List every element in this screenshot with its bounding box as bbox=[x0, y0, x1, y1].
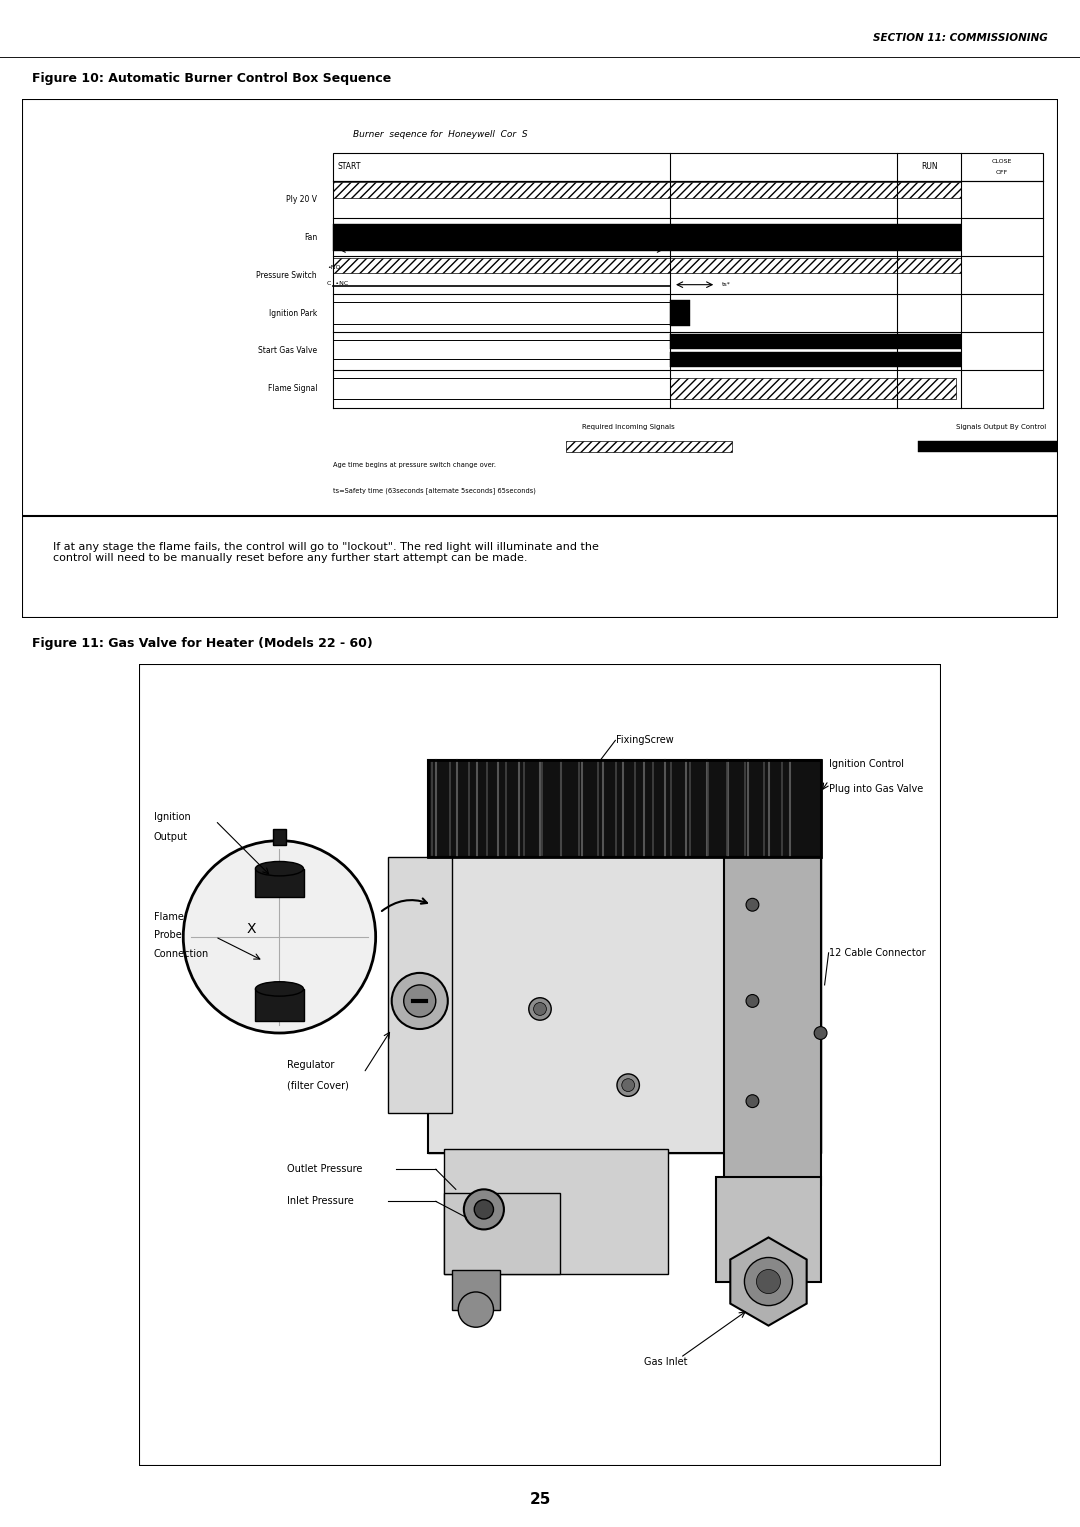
Circle shape bbox=[474, 1200, 494, 1219]
Text: Start Gas Valve: Start Gas Valve bbox=[258, 347, 318, 356]
Bar bbox=[388, 857, 451, 1113]
Text: START: START bbox=[338, 162, 362, 171]
Text: If at any stage the flame fails, the control will go to "lockout". The red light: If at any stage the flame fails, the con… bbox=[53, 542, 598, 563]
Text: 25: 25 bbox=[529, 1492, 551, 1507]
Text: CLOSE: CLOSE bbox=[991, 159, 1012, 163]
Circle shape bbox=[744, 1258, 793, 1306]
Bar bbox=[451, 1269, 500, 1310]
Circle shape bbox=[617, 1073, 639, 1096]
Bar bbox=[444, 1194, 561, 1274]
Text: Plug into Gas Valve: Plug into Gas Valve bbox=[828, 783, 922, 794]
Circle shape bbox=[756, 1269, 781, 1293]
Circle shape bbox=[458, 1292, 494, 1327]
Bar bbox=[725, 857, 821, 1185]
Text: C  •NC: C •NC bbox=[327, 281, 349, 286]
Text: FixingScrew: FixingScrew bbox=[617, 736, 674, 745]
Text: Burner  seqence for  Honeywell  Cor  S: Burner seqence for Honeywell Cor S bbox=[353, 130, 528, 139]
Text: Flame: Flame bbox=[153, 912, 184, 922]
Text: Figure 10: Automatic Burner Control Box Sequence: Figure 10: Automatic Burner Control Box … bbox=[32, 72, 391, 86]
Text: Gas Inlet: Gas Inlet bbox=[644, 1356, 688, 1367]
Bar bbox=[255, 989, 303, 1022]
Bar bbox=[716, 1177, 821, 1281]
Text: OFF: OFF bbox=[996, 171, 1008, 176]
Bar bbox=[918, 441, 1080, 452]
Text: Flame Signal: Flame Signal bbox=[268, 385, 318, 394]
Ellipse shape bbox=[255, 861, 303, 876]
Text: Fan: Fan bbox=[303, 232, 318, 241]
Text: 12 Cable Connector: 12 Cable Connector bbox=[828, 948, 926, 957]
Bar bbox=[273, 829, 286, 844]
Bar bbox=[670, 334, 961, 350]
Text: Output: Output bbox=[153, 832, 188, 841]
Circle shape bbox=[814, 1026, 827, 1040]
Bar bbox=[428, 760, 821, 857]
Circle shape bbox=[534, 1003, 546, 1015]
Circle shape bbox=[746, 898, 759, 912]
Text: Ply 20 V: Ply 20 V bbox=[286, 195, 318, 205]
Text: 0  6s.  Purge*: 0 6s. Purge* bbox=[481, 240, 523, 244]
Text: Ignition Park: Ignition Park bbox=[269, 308, 318, 318]
Text: Outlet Pressure: Outlet Pressure bbox=[287, 1164, 363, 1174]
Text: Ignition Control: Ignition Control bbox=[828, 759, 904, 770]
Bar bbox=[428, 857, 821, 1153]
Text: ts*: ts* bbox=[721, 282, 730, 287]
Text: Age time begins at pressure switch change over.: Age time begins at pressure switch chang… bbox=[333, 463, 496, 467]
Circle shape bbox=[184, 840, 376, 1032]
Text: Inlet Pressure: Inlet Pressure bbox=[287, 1196, 354, 1206]
Bar bbox=[333, 258, 961, 273]
Text: ts=Safety time (63seconds [alternate 5seconds] 65seconds): ts=Safety time (63seconds [alternate 5se… bbox=[333, 487, 536, 493]
Text: Regulator: Regulator bbox=[287, 1060, 335, 1070]
Bar bbox=[333, 182, 961, 197]
Circle shape bbox=[622, 1078, 635, 1092]
Circle shape bbox=[404, 985, 436, 1017]
Bar bbox=[333, 153, 1043, 180]
Bar bbox=[444, 1150, 669, 1274]
Circle shape bbox=[529, 997, 551, 1020]
Bar bbox=[428, 857, 821, 1153]
Text: •NO: •NO bbox=[327, 266, 341, 270]
Bar bbox=[670, 353, 961, 366]
Bar bbox=[670, 299, 690, 327]
Text: X: X bbox=[246, 922, 256, 936]
Bar bbox=[566, 441, 732, 452]
Text: Signals Output By Control: Signals Output By Control bbox=[956, 425, 1047, 431]
Circle shape bbox=[746, 1095, 759, 1107]
Bar bbox=[428, 760, 821, 857]
Ellipse shape bbox=[255, 982, 303, 996]
Text: Ignition: Ignition bbox=[153, 811, 190, 822]
Bar bbox=[255, 869, 303, 896]
Text: (filter Cover): (filter Cover) bbox=[287, 1080, 349, 1090]
Text: Figure 11: Gas Valve for Heater (Models 22 - 60): Figure 11: Gas Valve for Heater (Models … bbox=[32, 637, 373, 651]
Text: Pressure Switch: Pressure Switch bbox=[256, 270, 318, 279]
Text: Probe: Probe bbox=[153, 930, 181, 941]
Bar bbox=[333, 224, 961, 250]
Text: RUN: RUN bbox=[921, 162, 937, 171]
Bar bbox=[428, 760, 821, 857]
Bar bbox=[670, 379, 897, 400]
Bar bbox=[897, 379, 956, 400]
Text: Connection: Connection bbox=[153, 950, 208, 959]
Text: Required Incoming Signals: Required Incoming Signals bbox=[582, 425, 675, 431]
Circle shape bbox=[392, 973, 448, 1029]
Circle shape bbox=[746, 994, 759, 1008]
Text: SECTION 11: COMMISSIONING: SECTION 11: COMMISSIONING bbox=[873, 32, 1048, 43]
Circle shape bbox=[463, 1190, 504, 1229]
